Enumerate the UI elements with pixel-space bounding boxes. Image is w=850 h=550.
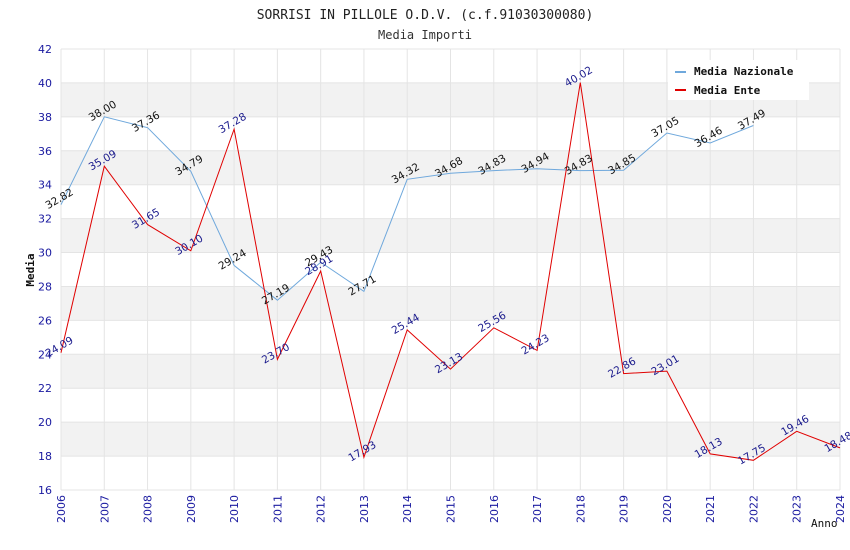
y-axis-ticks: 16 18 20 22 24 26 28 30 32 34 36 38 40 42 (38, 43, 52, 497)
x-tick-label: 2014 (401, 495, 414, 523)
y-tick-label: 26 (38, 314, 52, 327)
chart-title: SORRISI IN PILLOLE O.D.V. (c.f.910303000… (257, 8, 594, 23)
x-tick-label: 2006 (55, 495, 68, 523)
y-tick-label: 28 (38, 280, 52, 293)
legend-box (668, 60, 809, 100)
y-tick-label: 20 (38, 416, 52, 429)
series-line-media-ente (60, 82, 841, 461)
x-tick-label: 2020 (661, 495, 674, 523)
x-tick-label: 2021 (704, 495, 717, 523)
x-tick-label: 2016 (488, 495, 501, 523)
x-tick-label: 2011 (271, 495, 284, 523)
y-tick-label: 40 (38, 77, 52, 90)
chart-subtitle: Media Importi (378, 28, 472, 42)
x-tick-label: 2013 (358, 495, 371, 523)
y-tick-label: 16 (38, 484, 52, 497)
y-tick-label: 32 (38, 213, 52, 226)
data-label: 36.46 (693, 124, 725, 150)
y-tick-label: 38 (38, 111, 52, 124)
legend-label-media-ente: Media Ente (694, 84, 761, 97)
x-axis-ticks: 2006 2007 2008 2009 2010 2011 2012 2013 2014 2015… (55, 495, 847, 523)
x-tick-label: 2018 (574, 495, 587, 523)
x-tick-label: 2009 (185, 495, 198, 523)
y-tick-label: 22 (38, 382, 52, 395)
y-tick-label: 42 (38, 43, 52, 56)
x-tick-label: 2022 (747, 495, 760, 523)
gridlines (60, 48, 841, 491)
y-tick-label: 18 (38, 450, 52, 463)
y-axis-label: Media (24, 253, 37, 286)
x-tick-label: 2017 (531, 495, 544, 523)
y-tick-label: 34 (38, 179, 52, 192)
x-tick-label: 2023 (791, 495, 804, 523)
x-tick-label: 2019 (618, 495, 631, 523)
x-tick-label: 2012 (315, 495, 328, 523)
y-tick-label: 24 (38, 348, 52, 361)
x-tick-label: 2007 (98, 495, 111, 523)
series-lines (60, 82, 841, 461)
series-line-media-nazionale (60, 116, 754, 301)
x-axis-label: Anno (811, 517, 838, 530)
x-tick-label: 2010 (228, 495, 241, 523)
x-tick-label: 2008 (142, 495, 155, 523)
data-label: 24.23 (520, 332, 552, 357)
legend: Media Nazionale Media Ente (668, 60, 809, 100)
y-tick-label: 30 (38, 247, 52, 260)
legend-label-media-nazionale: Media Nazionale (694, 65, 794, 78)
x-tick-label: 2024 (834, 495, 847, 523)
y-tick-label: 36 (38, 145, 52, 158)
data-label: 37.05 (649, 115, 681, 140)
x-tick-label: 2015 (445, 495, 458, 523)
